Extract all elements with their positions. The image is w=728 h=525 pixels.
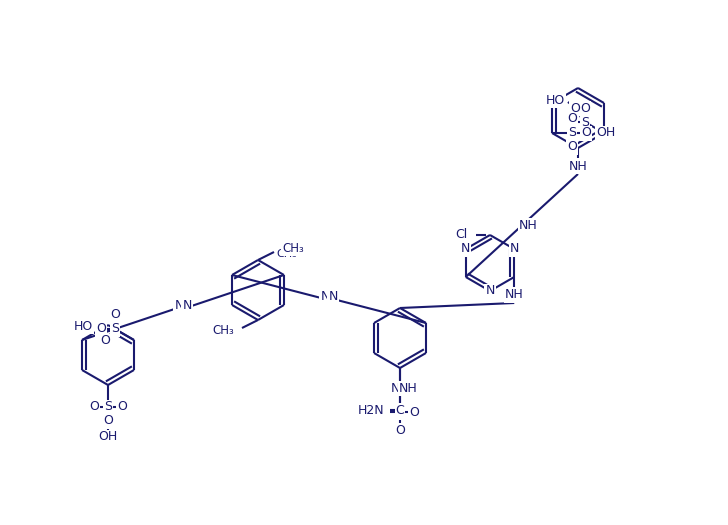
Text: C: C [395,405,404,418]
Text: S: S [568,127,576,140]
Text: O: O [110,309,120,321]
Text: O: O [570,101,580,114]
Text: O: O [581,127,591,140]
Text: O: O [89,401,99,414]
Text: NH: NH [518,219,537,232]
Text: S: S [581,116,589,129]
Text: O: O [567,112,577,125]
Text: OH: OH [98,430,118,444]
Text: O: O [395,424,405,436]
Text: N: N [461,243,470,256]
Text: N: N [486,285,495,298]
Text: O: O [100,334,110,348]
Text: CH₃: CH₃ [213,324,234,338]
Text: O: O [96,322,106,335]
Text: HO: HO [546,93,565,107]
Text: NH: NH [391,382,409,394]
Text: CH₃: CH₃ [276,249,297,259]
Text: O: O [580,101,590,114]
Text: NH2: NH2 [357,405,384,418]
Text: O: O [117,401,127,414]
Text: CH₃: CH₃ [282,243,304,256]
Text: HO: HO [74,320,93,332]
Text: O: O [566,116,576,129]
Text: O: O [103,415,113,427]
Text: N: N [182,299,191,312]
Text: S: S [111,322,119,335]
Text: O: O [409,405,419,418]
Text: N: N [174,299,183,312]
Text: C: C [395,404,404,416]
Text: N: N [510,243,519,256]
Text: H2N: H2N [357,404,384,416]
Text: OH: OH [596,127,615,140]
Text: Cl: Cl [456,228,468,242]
Text: N: N [328,290,338,303]
Text: O: O [567,141,577,153]
Text: N: N [320,290,330,303]
Text: NH: NH [505,289,523,301]
Text: S: S [104,401,112,414]
Text: NH: NH [399,382,417,394]
Text: NH: NH [569,160,587,173]
